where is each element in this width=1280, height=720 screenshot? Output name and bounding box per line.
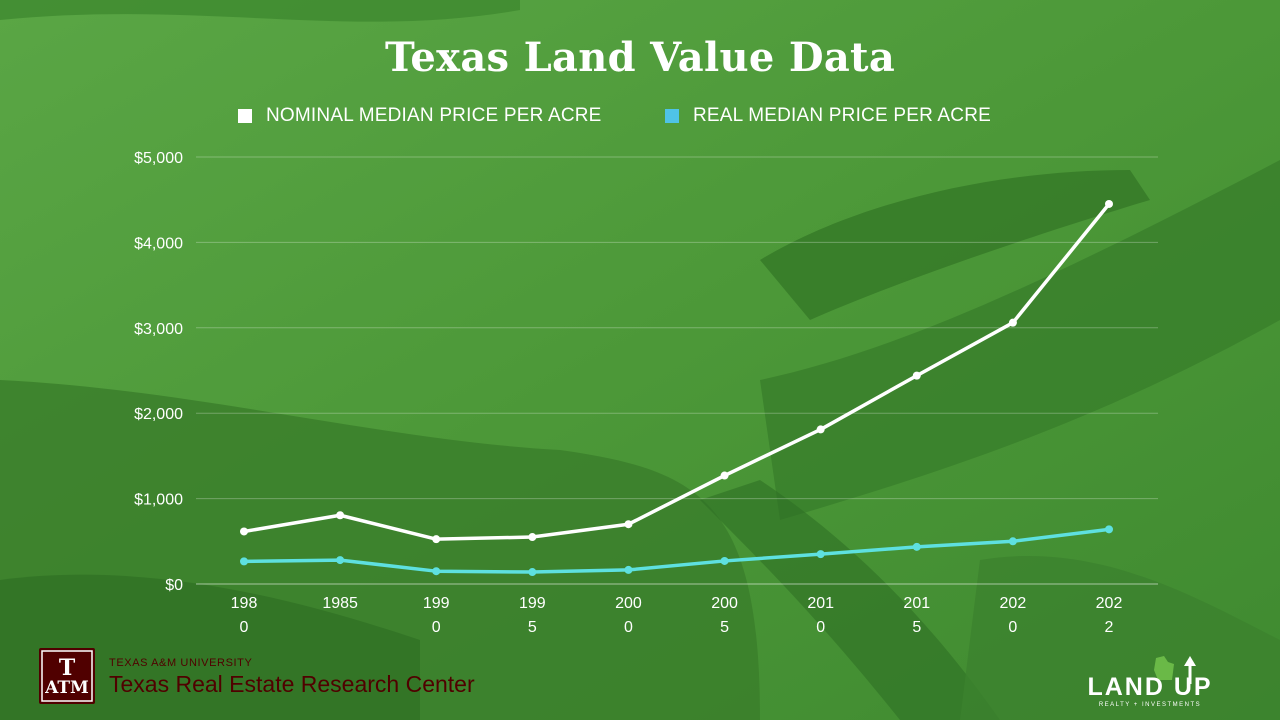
x-tick-label: 198 0: [231, 595, 258, 636]
data-point-real: [1105, 525, 1113, 534]
x-tick-label: 202 0: [1000, 595, 1027, 636]
x-tick-label: 1985: [322, 595, 358, 612]
svg-text:LAND UP: LAND UP: [1087, 673, 1212, 701]
data-point-nominal: [336, 511, 345, 520]
data-point-nominal: [1105, 199, 1113, 208]
data-point-nominal: [720, 471, 729, 480]
data-point-nominal: [816, 425, 825, 434]
x-tick-label: 199 5: [519, 595, 546, 636]
x-tick-label: 199 0: [423, 595, 450, 636]
legend-swatch-nominal: [238, 109, 252, 123]
research-center-name: Texas Real Estate Research Center: [109, 670, 475, 697]
svg-text:T: T: [59, 655, 76, 681]
x-tick-label: 200 0: [615, 595, 642, 636]
series-line-nominal: [242, 202, 1111, 541]
chart-title: Texas Land Value Data: [384, 34, 896, 81]
data-point-nominal: [528, 533, 537, 542]
data-point-real: [432, 567, 441, 576]
data-point-real: [816, 550, 825, 559]
svg-text:ATM: ATM: [44, 678, 89, 698]
x-tick-label: 202 2: [1096, 595, 1123, 636]
legend-label-nominal: NOMINAL MEDIAN PRICE PER ACRE: [266, 105, 602, 126]
trerc-footer: T ATM TEXAS A&M UNIVERSITY Texas Real Es…: [39, 648, 475, 704]
y-tick-label: $0: [165, 577, 183, 594]
data-point-real: [912, 542, 921, 551]
data-point-real: [720, 556, 729, 565]
data-point-real: [528, 568, 537, 577]
data-point-real: [1008, 537, 1017, 546]
legend-swatch-real: [665, 109, 679, 123]
y-tick-label: $5,000: [134, 150, 183, 167]
data-point-nominal: [432, 535, 441, 544]
data-point-real: [240, 557, 248, 566]
data-point-nominal: [240, 527, 248, 536]
data-point-real: [624, 565, 633, 574]
legend-label-real: REAL MEDIAN PRICE PER ACRE: [693, 105, 992, 126]
svg-text:REALTY + INVESTMENTS: REALTY + INVESTMENTS: [1099, 702, 1201, 708]
data-point-nominal: [624, 520, 633, 529]
legend-item-nominal: NOMINAL MEDIAN PRICE PER ACRE: [238, 104, 602, 128]
data-point-real: [336, 556, 345, 565]
y-tick-label: $1,000: [134, 492, 183, 509]
y-tick-label: $4,000: [134, 235, 183, 252]
y-tick-label: $2,000: [134, 406, 183, 423]
texas-am-logo: T ATM: [39, 648, 95, 704]
university-name: TEXAS A&M UNIVERSITY: [109, 656, 253, 669]
legend-item-real: REAL MEDIAN PRICE PER ACRE: [665, 104, 991, 128]
land-up-logo: LAND UP REALTY + INVESTMENTS: [1087, 656, 1212, 708]
data-point-nominal: [1008, 318, 1017, 327]
y-tick-label: $3,000: [134, 321, 183, 338]
data-point-nominal: [912, 371, 921, 380]
series-line-real: [242, 527, 1111, 574]
x-tick-label: 200 5: [711, 595, 738, 636]
x-tick-label: 201 0: [807, 595, 834, 636]
x-tick-label: 201 5: [903, 595, 930, 636]
